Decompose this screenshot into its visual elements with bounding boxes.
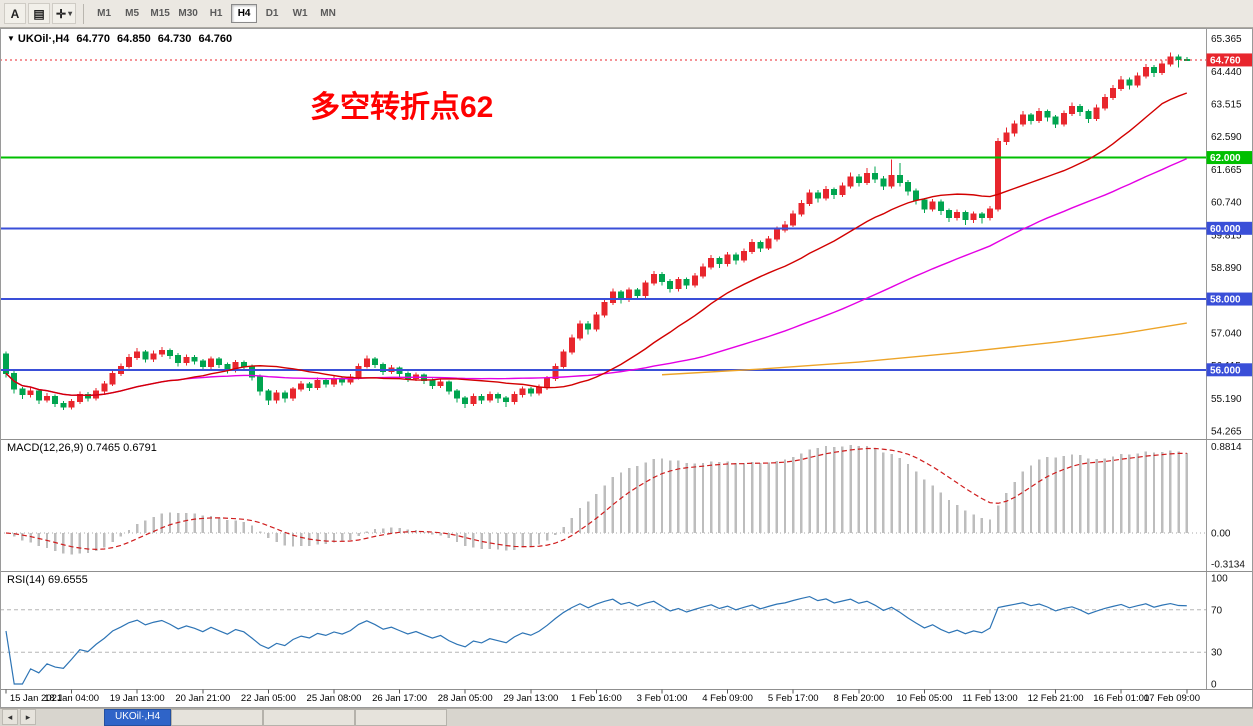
macd-axis-label: -0.3134: [1211, 559, 1245, 570]
timeframe-w1[interactable]: W1: [287, 4, 313, 23]
rsi-axis-label: 100: [1211, 574, 1228, 585]
chart-tab[interactable]: [171, 709, 264, 726]
svg-text:1 Feb 16:00: 1 Feb 16:00: [571, 693, 622, 704]
svg-text:62.590: 62.590: [1211, 132, 1242, 143]
chart-tabs-bar: ◂ ▸ UKOil·,H4: [0, 708, 1253, 726]
fast-ma-line: [5, 92, 1188, 397]
macd-signal-line: [5, 447, 1187, 550]
chart-tab[interactable]: [355, 709, 448, 726]
chart-canvas[interactable]: 65.365 64.440 63.515 62.590 61.665 60.740 59.8…: [0, 28, 1253, 708]
timeframe-m1[interactable]: M1: [91, 4, 117, 23]
svg-text:59.815: 59.815: [1211, 230, 1242, 241]
svg-text:58.000: 58.000: [1210, 295, 1241, 306]
price-scale[interactable]: 65.365 64.440 63.515 62.590 61.665 60.740 59.8…: [1206, 28, 1253, 690]
svg-text:10 Feb 05:00: 10 Feb 05:00: [896, 693, 952, 704]
timeframe-m15[interactable]: M15: [147, 4, 173, 23]
chart-tab-active[interactable]: UKOil·,H4: [104, 709, 172, 726]
svg-text:29 Jan 13:00: 29 Jan 13:00: [503, 693, 558, 704]
svg-text:20 Jan 21:00: 20 Jan 21:00: [175, 693, 230, 704]
svg-text:11 Feb 13:00: 11 Feb 13:00: [962, 693, 1017, 704]
templates-icon[interactable]: ▤: [28, 3, 50, 24]
horizontal-lines-layer[interactable]: [0, 156, 1206, 371]
svg-text:58.890: 58.890: [1211, 263, 1242, 274]
svg-text:26 Jan 17:00: 26 Jan 17:00: [372, 693, 427, 704]
svg-text:62.000: 62.000: [1210, 153, 1241, 164]
svg-text:60.740: 60.740: [1211, 198, 1242, 209]
rsi-axis-label: 0: [1211, 680, 1217, 691]
svg-text:19 Jan 13:00: 19 Jan 13:00: [110, 693, 165, 704]
svg-text:28 Jan 05:00: 28 Jan 05:00: [438, 693, 493, 704]
timeframe-m5[interactable]: M5: [119, 4, 145, 23]
tab-scroll-right-icon[interactable]: ▸: [20, 709, 36, 725]
chevron-down-icon: ▾: [68, 9, 73, 18]
timeframe-mn[interactable]: MN: [315, 4, 341, 23]
svg-text:65.365: 65.365: [1211, 34, 1242, 45]
svg-text:12 Feb 21:00: 12 Feb 21:00: [1028, 693, 1084, 704]
svg-text:25 Jan 08:00: 25 Jan 08:00: [307, 693, 362, 704]
svg-text:17 Feb 09:00: 17 Feb 09:00: [1144, 693, 1200, 704]
crosshair-icon: ✛: [56, 6, 67, 21]
svg-text:5 Feb 17:00: 5 Feb 17:00: [768, 693, 819, 704]
timeframe-h4[interactable]: H4: [231, 4, 258, 23]
svg-text:8 Feb 20:00: 8 Feb 20:00: [833, 693, 884, 704]
svg-text:54.265: 54.265: [1211, 427, 1242, 438]
chart-window: 65.365 64.440 63.515 62.590 61.665 60.740 59.8…: [0, 28, 1253, 708]
svg-text:3 Feb 01:00: 3 Feb 01:00: [637, 693, 688, 704]
crosshair-tool-button[interactable]: ✛ ▾: [52, 3, 77, 24]
timeframe-m30[interactable]: M30: [175, 4, 201, 23]
timeframe-h1[interactable]: H1: [203, 4, 229, 23]
svg-text:16 Feb 01:00: 16 Feb 01:00: [1093, 693, 1149, 704]
slow-ma-line: [5, 157, 1188, 397]
svg-text:61.665: 61.665: [1211, 165, 1242, 176]
svg-text:64.760: 64.760: [1210, 55, 1241, 66]
macd-axis-label: 0.8814: [1211, 442, 1242, 453]
svg-text:60.000: 60.000: [1210, 224, 1241, 235]
svg-text:56.000: 56.000: [1210, 365, 1241, 376]
timeframe-d1[interactable]: D1: [259, 4, 285, 23]
moving-averages-layer: [5, 92, 1188, 397]
rsi-line: [5, 595, 1187, 685]
tab-scroll-left-icon[interactable]: ◂: [2, 709, 18, 725]
svg-text:22 Jan 05:00: 22 Jan 05:00: [241, 693, 296, 704]
rsi-axis-label: 70: [1211, 605, 1223, 616]
rsi-axis-label: 30: [1211, 648, 1223, 659]
svg-text:64.440: 64.440: [1211, 67, 1242, 78]
svg-text:18 Jan 04:00: 18 Jan 04:00: [44, 693, 99, 704]
svg-text:63.515: 63.515: [1211, 99, 1242, 110]
svg-text:15 Jan 2021: 15 Jan 2021: [10, 693, 62, 704]
svg-text:4 Feb 09:00: 4 Feb 09:00: [702, 693, 753, 704]
long-ma-line: [661, 322, 1187, 376]
chart-tab[interactable]: [263, 709, 356, 726]
toolbar-separator: [83, 3, 85, 24]
macd-axis-label: 0.00: [1211, 529, 1231, 540]
svg-text:55.190: 55.190: [1211, 394, 1242, 405]
toolbar: A ▤ ✛ ▾ M1 M5 M15 M30 H1 H4 D1 W1 MN: [0, 0, 1253, 28]
svg-text:57.040: 57.040: [1211, 329, 1242, 340]
annotate-button[interactable]: A: [4, 3, 26, 24]
